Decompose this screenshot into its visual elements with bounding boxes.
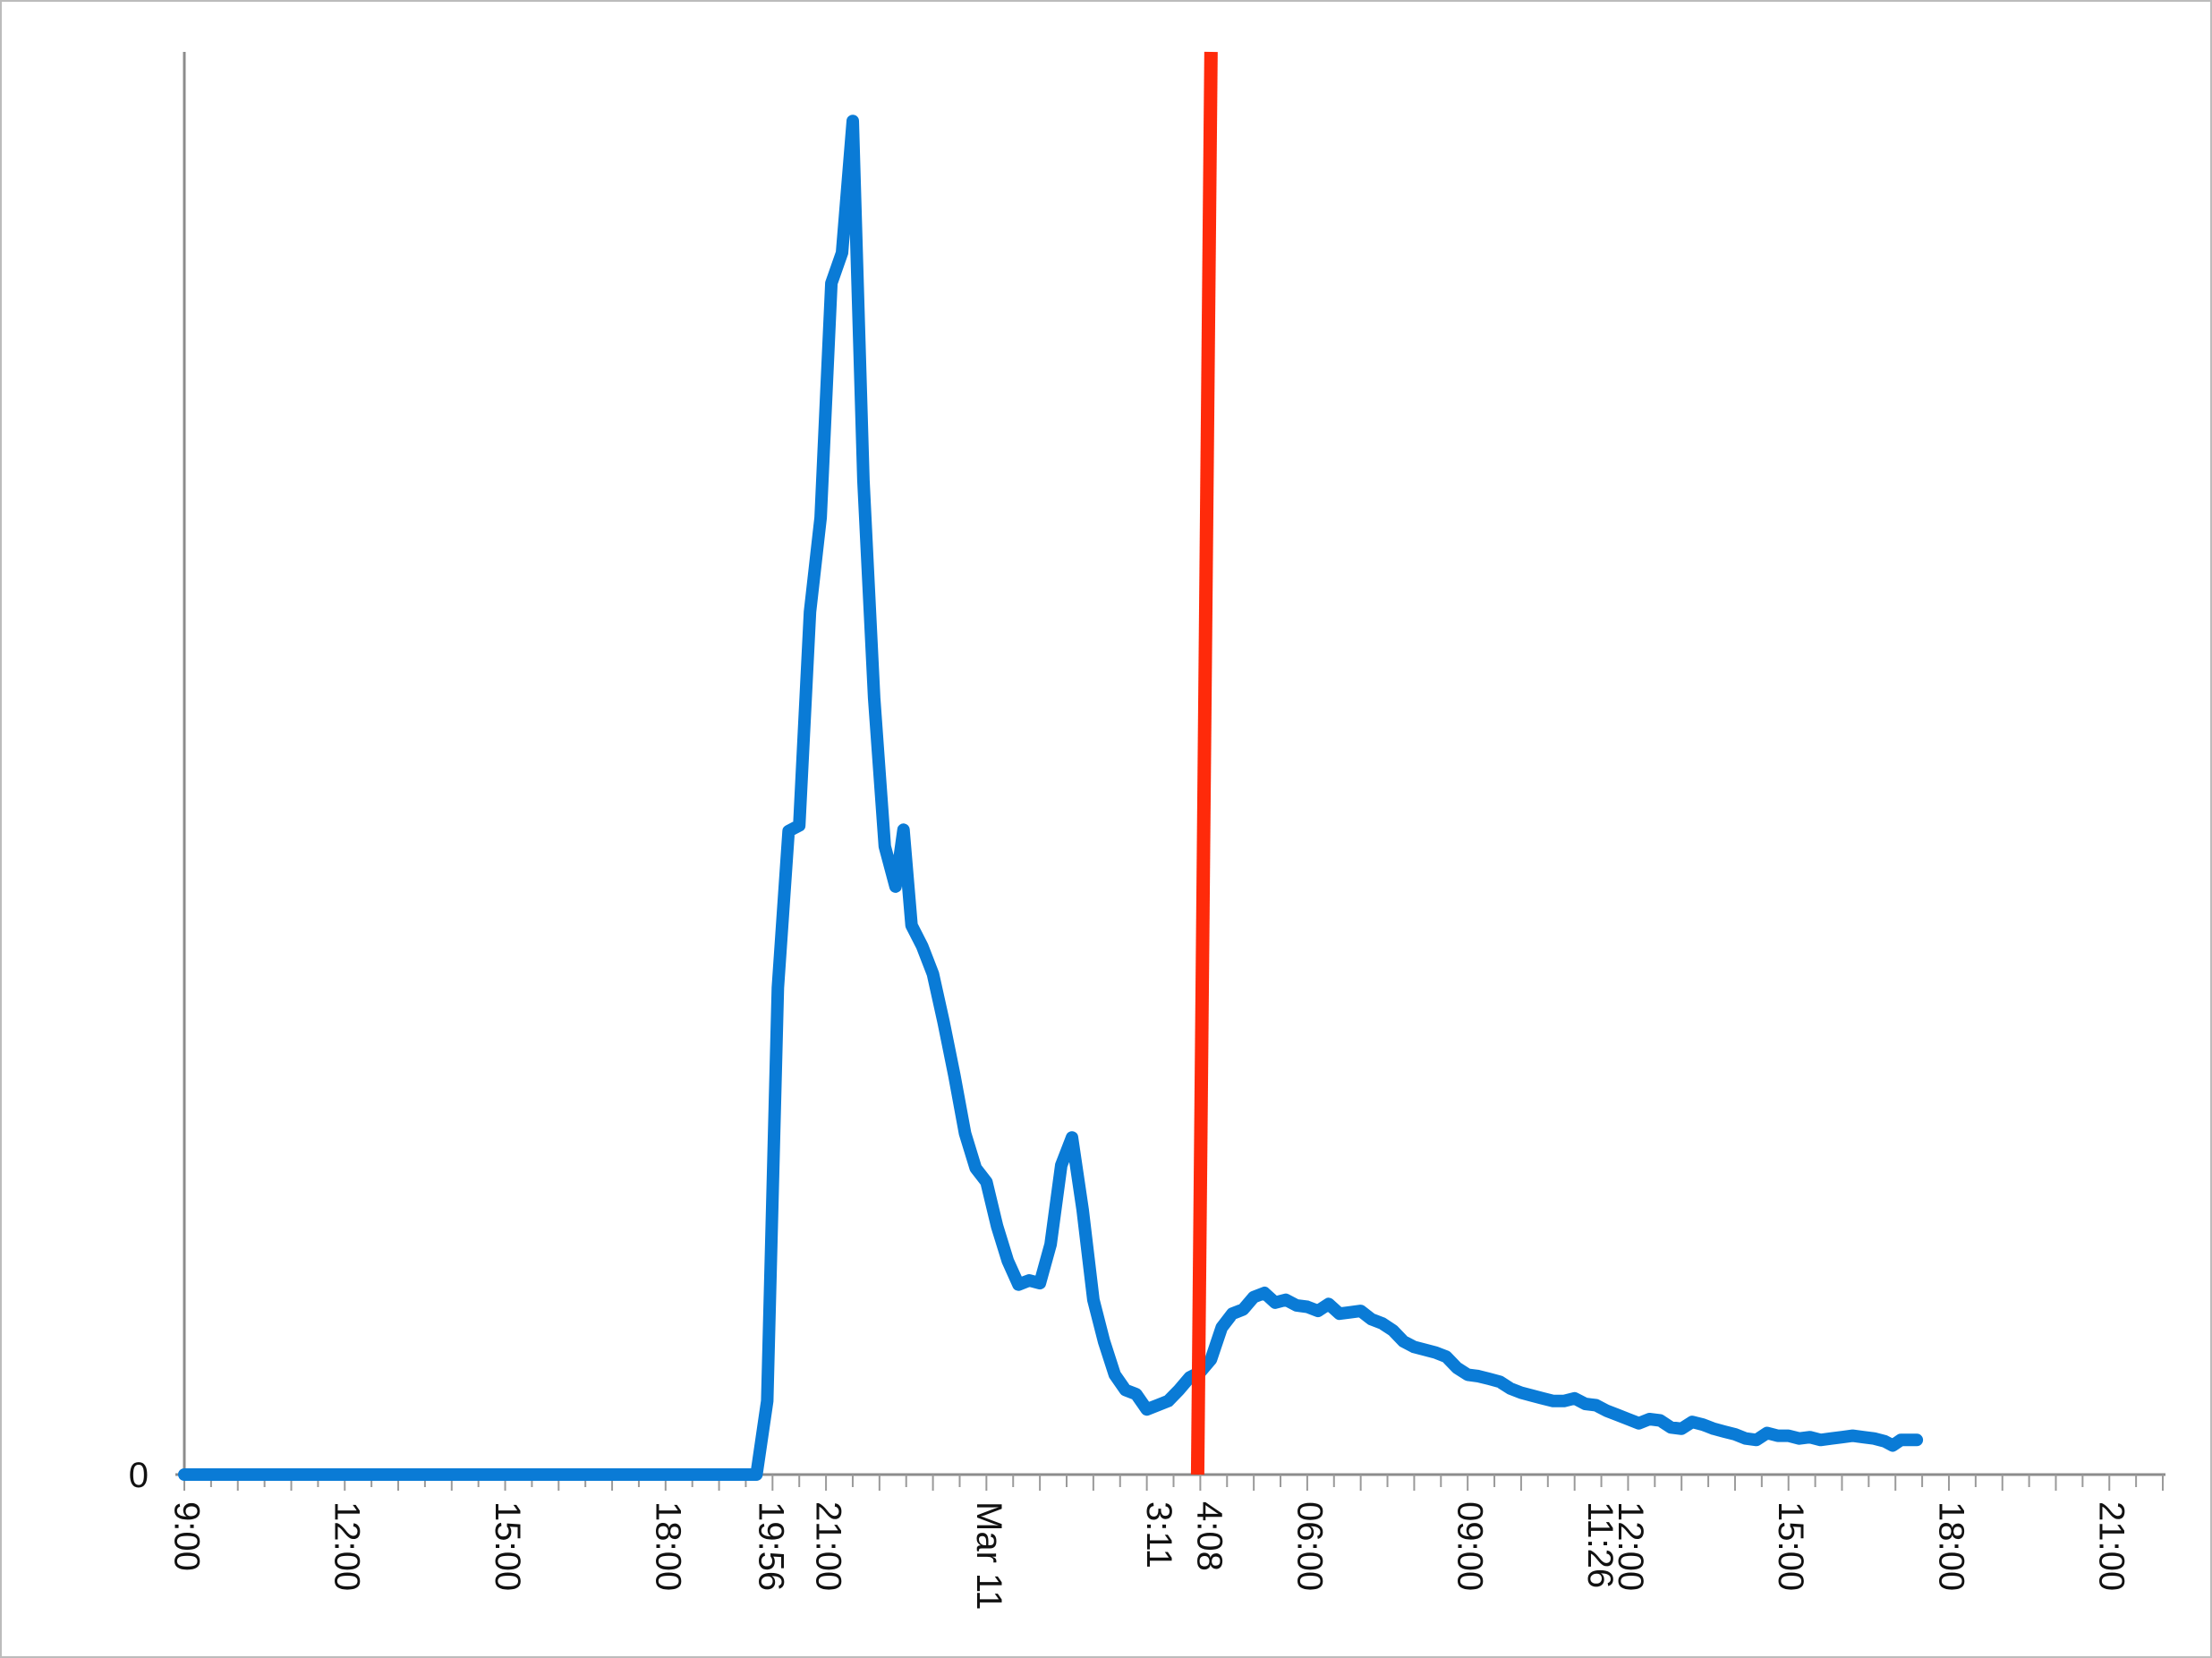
- x-tick-label: 09:00: [1451, 1501, 1490, 1591]
- marker-line: [1190, 51, 1218, 1475]
- series-layer: [178, 115, 1924, 1481]
- x-tick-label: 18:00: [648, 1501, 687, 1591]
- x-tick-label: 21:00: [2092, 1501, 2131, 1591]
- axes: [175, 52, 2165, 1476]
- marker-layer: [1190, 51, 1218, 1475]
- y-tick-label: 0: [129, 1456, 149, 1495]
- x-tick-label: 19:56: [752, 1501, 791, 1591]
- x-tick-label: 9:00: [166, 1501, 206, 1571]
- x-tick-label: 4:08: [1190, 1501, 1229, 1571]
- x-tick-label: 15:00: [1771, 1501, 1810, 1591]
- x-tick-label: 11:26: [1580, 1501, 1620, 1588]
- x-tick-label: 06:00: [1289, 1501, 1329, 1591]
- x-tick-label: 15:00: [488, 1501, 527, 1591]
- series-line: [178, 115, 1924, 1481]
- x-tick-label: 18:00: [1931, 1501, 1970, 1591]
- x-tick-label: Mar 11: [969, 1501, 1008, 1611]
- x-tick-label: 21:00: [809, 1501, 848, 1591]
- x-tick-label: 12:00: [328, 1501, 367, 1591]
- tick-labels: 09:00 12:00 15:00 18:00 19:56 21:00 Mar 11 3:11…: [129, 1456, 2131, 1611]
- x-tick-label: 3:11: [1139, 1501, 1178, 1569]
- x-tick-label: 12:00: [1611, 1501, 1650, 1591]
